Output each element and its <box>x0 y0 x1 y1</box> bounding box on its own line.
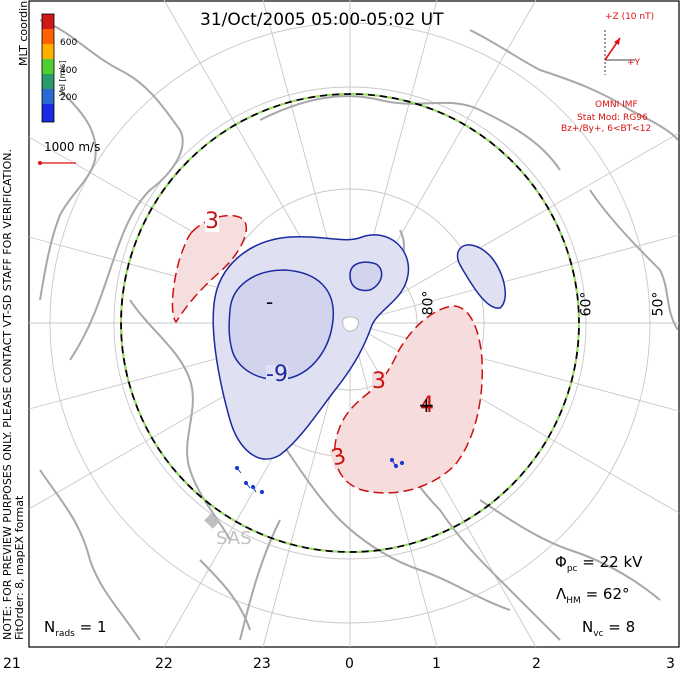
mlt-label-1: 1 <box>432 656 441 672</box>
contour-min-marker: - <box>266 290 274 314</box>
cross-polar-potential: Φpc = 22 kV <box>555 553 642 574</box>
scale-tick-200: 200 <box>60 93 78 103</box>
negative-inner-contour <box>228 269 335 381</box>
color-scale-bar <box>41 13 55 123</box>
phi-value: = 22 kV <box>582 553 643 571</box>
phi-subscript: pc <box>566 564 578 574</box>
contour-label-3a: 3 <box>205 209 219 234</box>
plot-title: 31/Oct/2005 05:00-05:02 UT <box>200 10 444 30</box>
nrads-value: = 1 <box>79 618 107 636</box>
imf-source: OMNI IMF <box>595 100 638 110</box>
nvc-value: = 8 <box>608 618 636 636</box>
mlt-label-23: 23 <box>253 656 271 672</box>
contour-label-4: 4 <box>420 393 434 418</box>
radar-site-marker <box>204 513 220 529</box>
nrads-symbol: N <box>44 618 56 636</box>
imf-dial <box>604 30 635 75</box>
vector-count: Nvc = 8 <box>582 618 635 639</box>
contour-max-marker: + <box>418 393 435 417</box>
scale-tick-400: 400 <box>60 66 78 76</box>
imf-y-label: +Y <box>627 58 641 68</box>
radar-label: SAS <box>216 528 252 549</box>
preview-note-line2: FitOrder: 8, mapEX format <box>13 495 26 640</box>
lat-label-80: 80° <box>420 290 437 316</box>
preview-note: NOTE: FOR PREVIEW PURPOSES ONLY. PLEASE … <box>1 149 26 640</box>
nrads-subscript: rads <box>55 629 75 639</box>
speed-reference-label: 1000 m/s <box>44 140 101 154</box>
lat-label-60: 60° <box>578 291 595 317</box>
model-line-2: Bz+/By+, 6<BT<12 <box>561 124 652 134</box>
radar-count: Nrads = 1 <box>44 618 107 639</box>
mlt-label-22: 22 <box>155 656 173 672</box>
plot-frame <box>28 0 680 648</box>
phi-symbol: Φ <box>555 553 567 571</box>
lambda-subscript: HM <box>566 596 581 606</box>
positive-left-cell <box>171 214 247 324</box>
pole-marker <box>342 316 359 332</box>
lat-label-50: 50° <box>650 291 667 317</box>
model-line-1: Stat Mod: RG96 <box>577 113 648 123</box>
nvc-subscript: vc <box>593 629 604 639</box>
negative-right-cell <box>456 244 507 309</box>
mlt-label-3: 3 <box>666 656 675 672</box>
imf-z-label: +Z (10 nT) <box>605 12 655 22</box>
nvc-symbol: N <box>582 618 594 636</box>
positive-right-cell <box>334 305 484 494</box>
mlt-label-2: 2 <box>532 656 541 672</box>
velocity-vectors <box>234 457 405 495</box>
scale-tick-600: 600 <box>60 38 78 48</box>
heppner-maynard-boundary <box>120 93 580 553</box>
lambda-value: = 62° <box>585 585 630 603</box>
hm-boundary-latitude: ΛHM = 62° <box>556 585 630 606</box>
coord-label: MLT coordinates <box>17 0 30 66</box>
negative-small-contour <box>349 261 383 292</box>
mlt-label-0: 0 <box>345 656 354 672</box>
contour-label-minus9: -9 <box>266 362 288 387</box>
mlt-label-21: 21 <box>3 656 21 672</box>
lambda-symbol: Λ <box>556 585 567 603</box>
contour-label-3b: 3 <box>372 369 386 394</box>
